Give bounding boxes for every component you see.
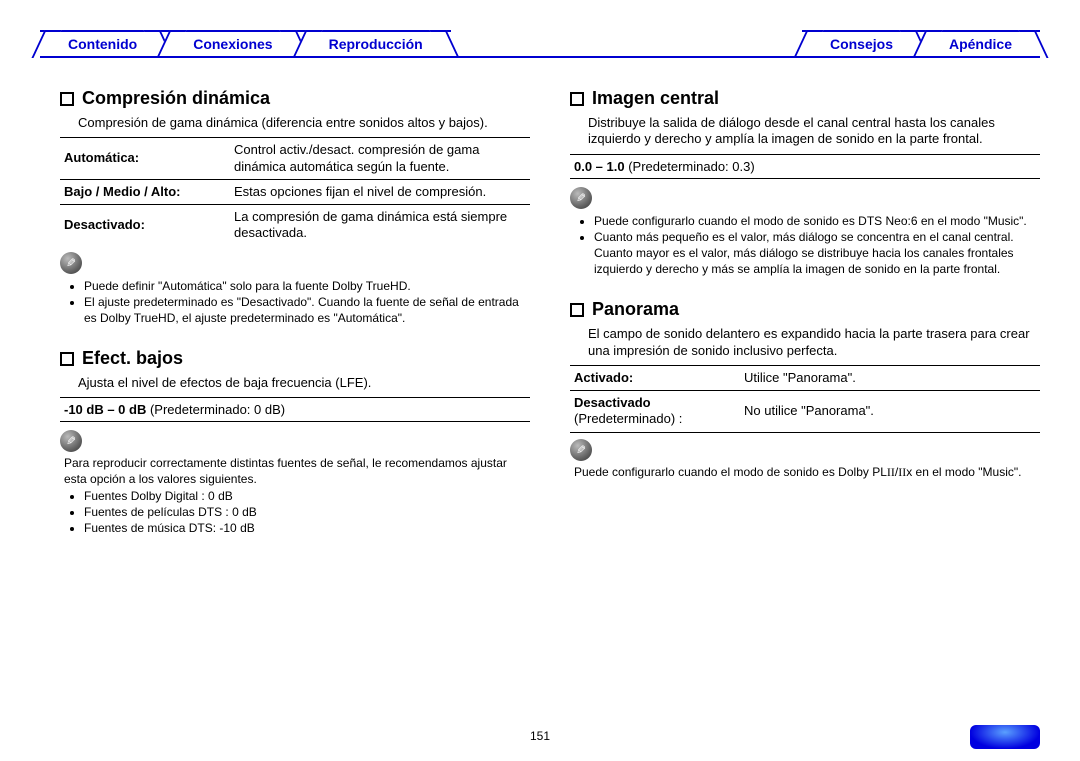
footer-blue-button[interactable] — [970, 725, 1040, 749]
page-number: 151 — [0, 729, 1080, 743]
table-compresion: Automática:Control activ./desact. compre… — [60, 137, 530, 245]
range-efect-bajos: -10 dB – 0 dB (Predeterminado: 0 dB) — [60, 397, 530, 422]
desc-panorama: El campo de sonido delantero es expandid… — [588, 326, 1040, 359]
table-panorama: Activado:Utilice "Panorama". Desactivado… — [570, 365, 1040, 433]
left-column: Compresión dinámica Compresión de gama d… — [60, 88, 530, 536]
table-row: Desactivado(Predeterminado) :No utilice … — [570, 391, 1040, 433]
section-panorama: Panorama — [570, 299, 1040, 320]
table-row: Desactivado:La compresión de gama dinámi… — [60, 205, 530, 246]
section-efect-bajos: Efect. bajos — [60, 348, 530, 369]
note-icon — [570, 187, 592, 209]
right-column: Imagen central Distribuye la salida de d… — [570, 88, 1040, 536]
top-nav: Contenido Conexiones Reproducción Consej… — [0, 0, 1080, 60]
tab-consejos[interactable]: Consejos — [802, 30, 921, 54]
nav-rule — [40, 56, 1040, 58]
tab-contenido[interactable]: Contenido — [40, 30, 165, 54]
note-icon — [570, 439, 592, 461]
notes-compresion: Puede definir "Automática" solo para la … — [84, 278, 530, 327]
table-row: Automática:Control activ./desact. compre… — [60, 138, 530, 180]
section-imagen-central: Imagen central — [570, 88, 1040, 109]
desc-efect-bajos: Ajusta el nivel de efectos de baja frecu… — [78, 375, 530, 391]
tab-conexiones[interactable]: Conexiones — [165, 30, 300, 54]
desc-imagen-central: Distribuye la salida de diálogo desde el… — [588, 115, 1040, 148]
section-compresion-dinamica: Compresión dinámica — [60, 88, 530, 109]
notes-efect-items: Fuentes Dolby Digital : 0 dB Fuentes de … — [84, 488, 530, 537]
note-icon — [60, 430, 82, 452]
table-row: Bajo / Medio / Alto:Estas opciones fijan… — [60, 179, 530, 204]
note-intro-efect: Para reproducir correctamente distintas … — [64, 456, 530, 487]
range-imagen-central: 0.0 – 1.0 (Predeterminado: 0.3) — [570, 154, 1040, 179]
table-row: Activado:Utilice "Panorama". — [570, 365, 1040, 390]
desc-compresion: Compresión de gama dinámica (diferencia … — [78, 115, 530, 131]
tab-apendice[interactable]: Apéndice — [921, 30, 1040, 54]
notes-imagen-central: Puede configurarlo cuando el modo de son… — [594, 213, 1040, 278]
note-panorama: Puede configurarlo cuando el modo de son… — [574, 465, 1040, 481]
tab-reproduccion[interactable]: Reproducción — [301, 30, 451, 54]
note-icon — [60, 252, 82, 274]
